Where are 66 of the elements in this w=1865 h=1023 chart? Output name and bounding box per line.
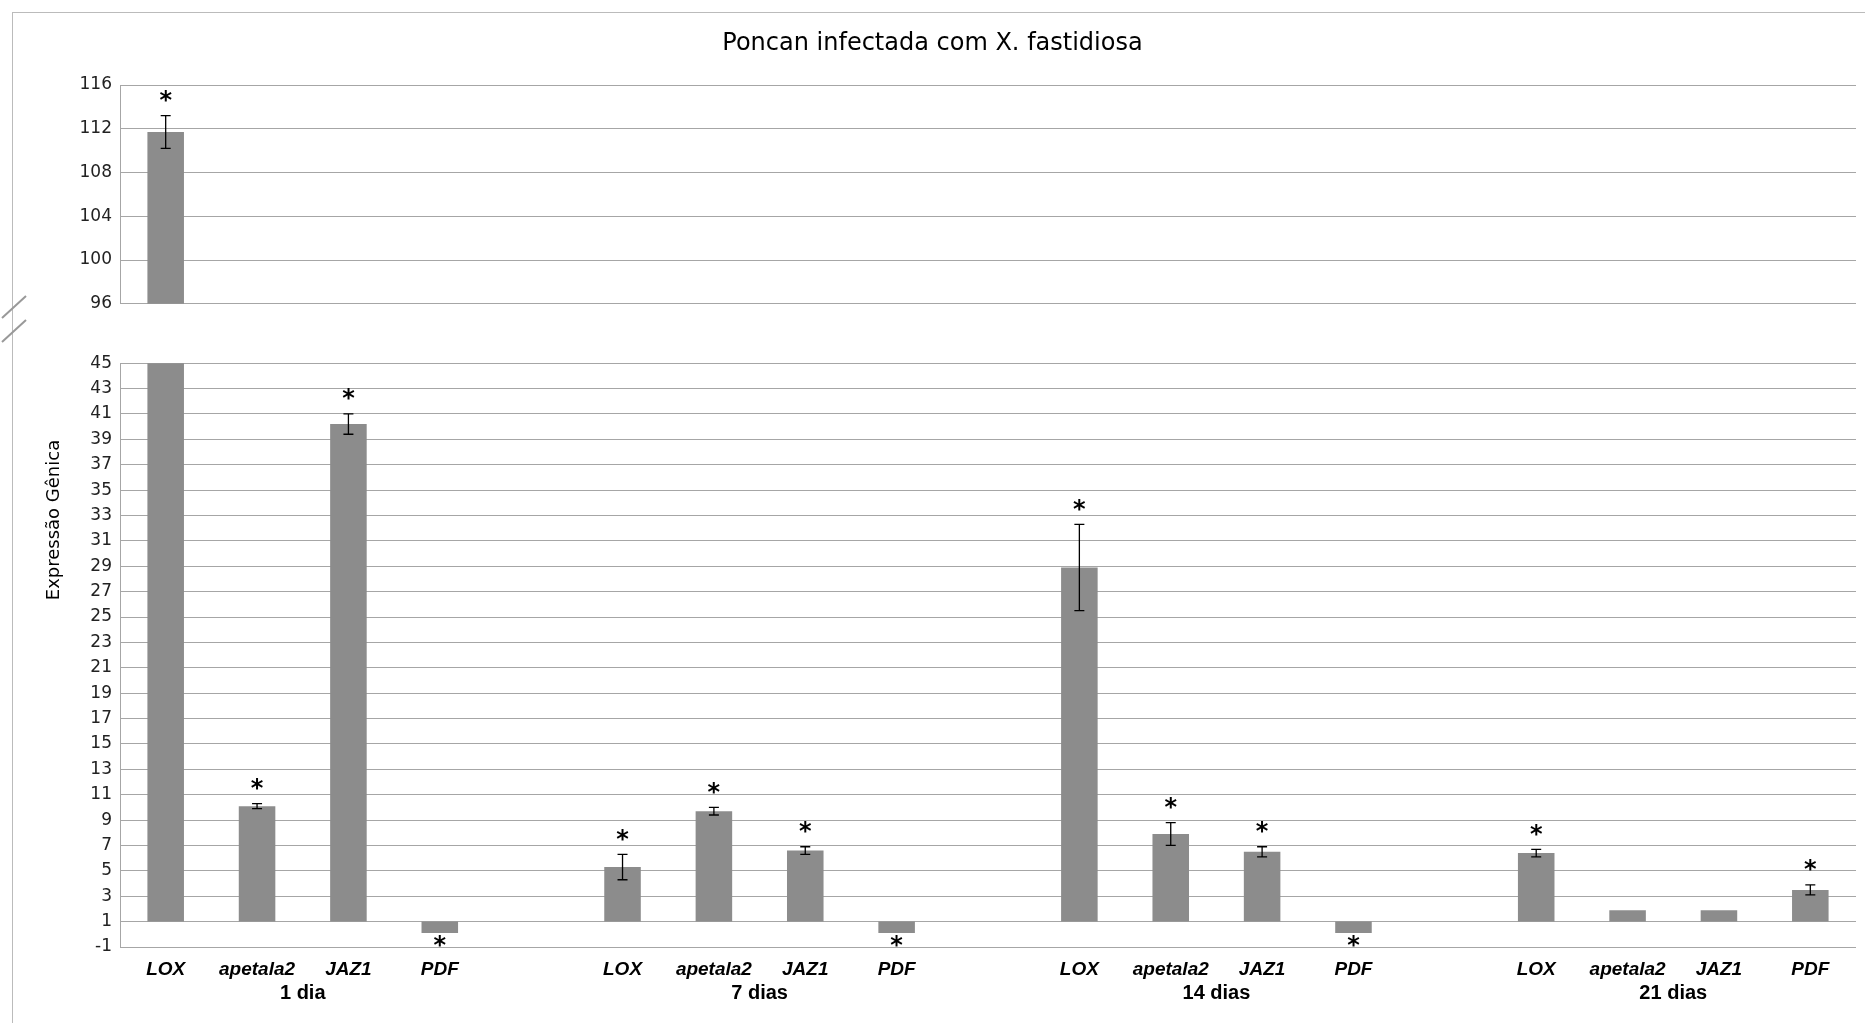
x-tick-label: PDF <box>877 957 918 979</box>
data-label: * <box>250 773 264 802</box>
data-label: * <box>707 777 721 806</box>
text: 14 dias <box>1182 980 1251 1003</box>
x-tick-label: apetala2 <box>1589 957 1667 979</box>
data-label: * <box>433 931 447 960</box>
y-tick-label: 15 <box>90 732 112 753</box>
y-tick-label: 112 <box>79 117 112 138</box>
data-label: * <box>159 85 173 114</box>
y-tick-label: 1 <box>101 910 112 931</box>
x-tick-label: LOX <box>1059 957 1101 979</box>
x-tick-label: JAZ1 <box>325 957 372 979</box>
y-tick-label: 43 <box>90 377 112 397</box>
x-tick-label: LOX <box>1516 957 1558 979</box>
y-tick-label: 23 <box>90 630 112 651</box>
x-tick-label: JAZ1 <box>1238 957 1286 979</box>
y-tick-label: 17 <box>90 706 112 727</box>
x-tick-label: JAZ1 <box>1695 957 1743 979</box>
y-axis-title: Expressão Gênica <box>41 439 63 601</box>
y-tick-label: 41 <box>90 402 112 423</box>
y-tick-label: 19 <box>90 681 112 702</box>
x-tick-label: apetala2 <box>675 957 753 979</box>
y-tick-label: 37 <box>90 453 112 474</box>
y-tick-label: -1 <box>95 935 112 956</box>
y-tick-label: 100 <box>79 248 112 269</box>
data-label: * <box>1164 792 1178 821</box>
data-label: * <box>342 384 356 413</box>
text: 21 dias <box>1639 980 1708 1003</box>
y-tick-label: 96 <box>90 292 112 313</box>
x-tick-label: JAZ1 <box>782 957 829 979</box>
x-tick-label: apetala2 <box>219 957 296 979</box>
y-tick-label: 5 <box>101 859 112 880</box>
y-tick-label: 104 <box>79 204 112 225</box>
x-tick-label: apetala2 <box>1132 957 1210 979</box>
y-tick-label: 13 <box>90 757 112 778</box>
y-tick-label: 3 <box>101 884 112 905</box>
y-tick-label: 7 <box>101 833 112 854</box>
text: 1 dia <box>279 980 327 1003</box>
x-tick-label: LOX <box>146 957 187 979</box>
data-label: * <box>1347 931 1361 960</box>
data-label: * <box>616 824 630 853</box>
x-tick-label: PDF <box>1334 957 1374 979</box>
data-label: * <box>1804 855 1818 884</box>
y-tick-label: 9 <box>101 808 112 829</box>
y-tick-label: 45 <box>90 351 112 372</box>
data-label: * <box>798 816 812 845</box>
x-tick-label: PDF <box>420 957 461 979</box>
y-tick-label: 31 <box>90 529 112 550</box>
y-tick-label: 27 <box>90 580 112 601</box>
y-tick-label: 21 <box>90 656 112 677</box>
x-tick-label: PDF <box>1791 957 1831 979</box>
chart-title: Poncan infectada com X. fastidiosa <box>721 28 1144 56</box>
x-tick-label: LOX <box>603 957 644 979</box>
data-label: * <box>890 931 904 960</box>
text: 7 dias <box>731 980 788 1003</box>
data-label: * <box>1073 494 1087 523</box>
y-tick-label: 116 <box>79 73 112 94</box>
data-label: * <box>1255 816 1269 845</box>
y-tick-label: 11 <box>90 783 112 804</box>
y-tick-label: 25 <box>90 605 112 626</box>
y-tick-label: 35 <box>90 478 112 499</box>
y-tick-label: 33 <box>90 503 112 524</box>
y-tick-label: 29 <box>90 554 112 575</box>
y-tick-label: 39 <box>90 427 112 448</box>
data-label: * <box>1529 819 1543 848</box>
y-tick-label: 108 <box>79 160 112 181</box>
